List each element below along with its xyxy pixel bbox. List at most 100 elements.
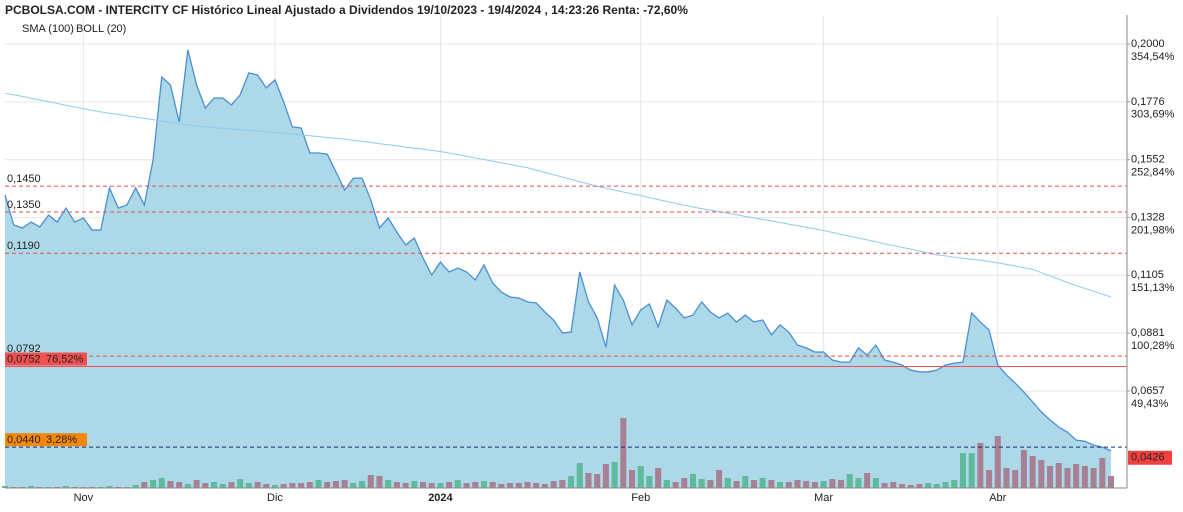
level-label: 0,1450 [7,173,41,185]
x-tick-label: Feb [631,492,650,504]
volume-bar [916,484,923,488]
volume-bar [585,473,592,488]
y-tick-label: 0,1105 [1131,269,1164,281]
volume-bar [959,453,966,488]
volume-bar [263,484,270,488]
volume-bar [742,476,749,488]
volume-bar [724,478,731,488]
volume-bar [1073,464,1080,488]
volume-bar [907,485,914,488]
level-box [5,352,87,366]
x-tick-label: Mar [814,492,833,504]
volume-bar [219,484,226,488]
volume-bar [951,480,958,488]
volume-bar [167,481,174,488]
level-label: 0,0440 [7,434,41,446]
legend-label: BOLL (20) [76,23,126,35]
y-tick-label: 0,1776 [1131,96,1165,108]
volume-bar [324,482,331,488]
volume-bar [829,479,836,488]
y-tick-label: 0,1328 [1131,212,1165,224]
volume-bar [759,478,766,488]
volume-bar [106,486,113,488]
volume-bar [716,470,723,488]
volume-bar [420,482,427,488]
volume-bar [1020,450,1027,488]
y2-tick-label: 49,43% [1131,398,1169,410]
volume-bar [750,480,757,488]
volume-bar [568,476,575,488]
volume-bar [298,483,305,488]
volume-bar [681,478,688,488]
chart-title: PCBOLSA.COM - INTERCITY CF Histórico Lin… [5,3,688,17]
volume-bar [768,480,775,488]
legend-label: SMA (100) [22,23,74,35]
volume-bar [132,485,139,488]
volume-bar [271,485,278,488]
level-label: 0,0792 [7,343,41,355]
volume-bar [1090,468,1097,488]
volume-bar [480,481,487,488]
volume-bar [733,481,740,488]
volume-bar [541,484,548,488]
volume-bar [393,482,400,488]
volume-bar [62,486,69,488]
volume-bar [245,483,252,488]
volume-bar [994,436,1001,488]
level-box [5,433,87,447]
price-area [5,49,1111,489]
x-tick-label: Abr [989,492,1006,504]
volume-bar [489,482,496,488]
volume-bar [515,483,522,488]
y2-tick-label: 100,28% [1131,340,1175,352]
y2-tick-label: 201,98% [1131,224,1175,236]
volume-bar [550,481,557,488]
volume-bar [341,480,348,488]
volume-bar [777,482,784,488]
volume-bar [655,468,662,488]
level-change: 3,28% [46,434,77,446]
volume-bar [28,486,35,488]
volume-bar [672,482,679,488]
volume-bar [446,482,453,488]
volume-bar [411,481,418,488]
volume-bar [820,481,827,488]
volume-bar [158,478,165,488]
volume-bar [611,462,618,488]
volume-bar [620,418,627,488]
volume-bar [663,480,670,488]
volume-bar [707,480,714,488]
volume-bar [1003,468,1010,488]
volume-bar [184,484,191,488]
volume-bar [629,470,636,488]
y2-tick-label: 252,84% [1131,167,1175,179]
volume-bar [890,482,897,488]
volume-bar [968,453,975,488]
y-tick-label: 0,0657 [1131,385,1165,397]
volume-bar [202,483,209,488]
volume-bar [846,474,853,488]
volume-bar [498,484,505,488]
volume-bar [576,463,583,488]
volume-bar [150,480,157,488]
level-label: 0,0752 [7,353,41,365]
x-tick-label: 2024 [428,492,453,504]
volume-bar [359,481,366,488]
volume-bar [838,480,845,488]
level-label: 0,1190 [7,240,40,252]
volume-bar [1029,456,1036,488]
volume-bar [350,483,357,488]
volume-bar [933,484,940,488]
price-line [4,49,1112,452]
volume-bar [559,480,566,488]
volume-bar [463,483,470,488]
volume-bar [472,482,479,488]
volume-bar [1012,470,1019,488]
volume-bar [646,476,653,488]
volume-bar [289,483,296,488]
volume-bar [794,480,801,488]
volume-bar [602,464,609,488]
volume-bar [533,483,540,488]
last-price-label: 0,0426 [1131,452,1165,464]
volume-bar [507,483,514,488]
